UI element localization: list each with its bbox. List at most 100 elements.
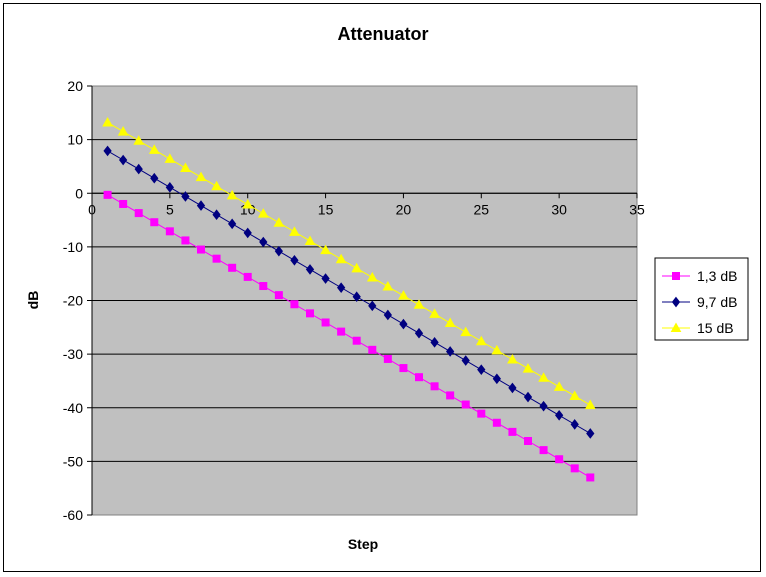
data-point [351,262,363,273]
data-point [446,391,455,400]
y-tick-label: -60 [63,507,83,523]
data-point [165,182,174,193]
data-point [570,419,579,430]
data-point [508,427,517,436]
data-point [570,464,579,473]
data-point [228,263,237,272]
data-point [555,409,564,421]
y-tick-label: -50 [63,453,83,469]
x-tick-label: 5 [166,201,174,217]
data-point [165,227,174,236]
data-point [164,153,176,163]
y-tick-label: -30 [63,346,83,362]
y-tick-label: 0 [75,185,83,201]
x-tick-label: 10 [240,201,256,217]
legend: 1,3 dB 9,7 dB 15 dB [654,257,749,341]
data-point [337,282,346,293]
data-point [273,217,285,227]
data-point [368,345,377,354]
legend-label: 15 dB [697,320,734,336]
x-tick-label: 30 [551,201,567,217]
data-point [148,144,160,154]
data-point [212,209,221,221]
data-point [507,353,518,364]
legend-label: 1,3 dB [697,268,737,284]
y-tick-label: -20 [63,293,83,309]
data-point [321,273,330,284]
data-point [274,245,283,257]
x-tick-label: 25 [473,201,489,217]
data-point [274,291,283,300]
data-point [306,309,314,318]
data-point [119,154,128,166]
data-point [523,391,533,403]
data-point [477,364,486,375]
y-axis-title: dB [25,291,41,310]
data-point [133,135,145,145]
data-point [103,145,112,157]
data-point [586,473,595,482]
x-axis: 0 5 10 15 20 25 30 35 [88,192,645,217]
data-point [195,171,207,182]
data-point [242,198,254,209]
data-point [337,327,346,336]
data-point [586,428,595,439]
legend-marker [670,322,682,332]
data-point [290,300,299,309]
data-point [211,180,222,191]
data-point [228,218,237,230]
data-point [304,235,316,245]
data-point [399,364,408,373]
data-point [197,245,205,254]
legend-label: 9,7 dB [697,294,737,310]
data-point [569,390,581,400]
data-point [477,409,486,418]
data-point [524,436,532,445]
data-point [119,199,128,208]
data-point [243,272,252,281]
x-tick-label: 35 [629,201,645,217]
y-axis-ticks: 20 10 0 -10 -20 -30 -40 -50 -60 [63,78,93,523]
data-point [335,253,347,264]
data-point [492,418,501,427]
legend-box [654,257,749,341]
data-point [212,254,221,263]
data-point [399,318,408,330]
data-point [134,209,143,218]
data-point [430,382,439,391]
data-point [382,281,394,291]
data-point [444,317,456,328]
data-point [555,455,564,464]
data-point [243,227,252,239]
data-point [259,282,268,291]
data-point [430,337,439,348]
data-point [398,290,409,300]
data-point [289,226,300,236]
y-tick-label: 10 [67,132,83,148]
data-point [415,373,423,382]
data-point [460,326,472,337]
data-point [181,236,190,245]
x-axis-title: Step [348,536,378,552]
data-point [180,162,191,173]
data-point [461,400,470,409]
data-point [383,309,392,321]
data-point [383,354,392,363]
data-point [475,335,487,346]
y-tick-label: 20 [67,78,83,94]
data-point [539,446,548,455]
data-point [181,191,190,202]
data-point [553,381,565,391]
data-point [522,363,534,373]
data-point [429,308,440,318]
data-point [259,236,268,248]
data-point [352,336,361,345]
data-point [492,373,501,385]
data-point [538,372,549,382]
legend-marker [672,272,680,280]
data-point [320,244,331,255]
y-tick-label: -10 [63,239,83,255]
data-point [150,172,159,184]
data-point [446,346,455,357]
